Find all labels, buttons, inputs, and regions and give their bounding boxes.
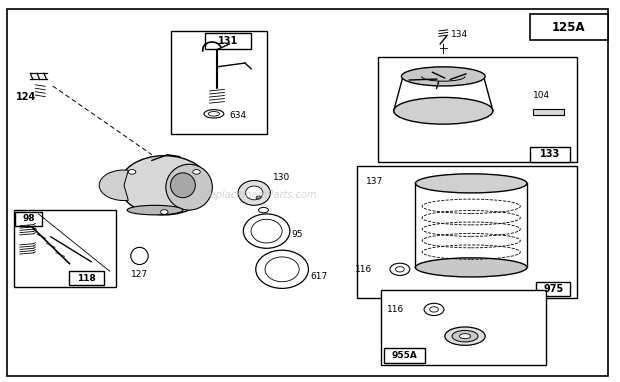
Ellipse shape	[170, 173, 195, 198]
Ellipse shape	[166, 164, 212, 210]
Text: 98: 98	[22, 214, 35, 223]
FancyBboxPatch shape	[533, 109, 564, 115]
FancyBboxPatch shape	[381, 290, 546, 365]
Ellipse shape	[127, 206, 183, 215]
Text: 118: 118	[77, 274, 96, 283]
Text: 137: 137	[366, 177, 383, 186]
Ellipse shape	[120, 156, 210, 215]
Ellipse shape	[131, 248, 148, 265]
Text: 131: 131	[218, 36, 238, 46]
Ellipse shape	[246, 186, 263, 200]
FancyBboxPatch shape	[378, 57, 577, 162]
FancyBboxPatch shape	[205, 33, 251, 49]
Text: 95: 95	[291, 230, 303, 240]
Wedge shape	[99, 170, 128, 201]
FancyBboxPatch shape	[350, 27, 592, 223]
Ellipse shape	[238, 181, 270, 206]
FancyBboxPatch shape	[84, 25, 350, 319]
Text: 634: 634	[229, 111, 247, 120]
Text: 104: 104	[533, 91, 551, 100]
Text: 617: 617	[310, 272, 327, 282]
Text: 125A: 125A	[552, 21, 586, 34]
Text: 116: 116	[387, 305, 404, 314]
Text: eReplacementParts.com: eReplacementParts.com	[198, 190, 317, 200]
Ellipse shape	[161, 210, 168, 214]
Text: 955A: 955A	[392, 351, 417, 360]
FancyBboxPatch shape	[530, 14, 608, 40]
Text: 127: 127	[131, 270, 148, 280]
Text: 130: 130	[273, 173, 290, 182]
Text: 124: 124	[16, 92, 36, 102]
Text: 975: 975	[543, 284, 564, 294]
FancyBboxPatch shape	[14, 210, 116, 286]
Ellipse shape	[415, 258, 527, 277]
FancyBboxPatch shape	[69, 271, 104, 285]
Text: 133: 133	[540, 149, 560, 159]
Text: 134: 134	[451, 30, 468, 39]
FancyBboxPatch shape	[170, 31, 267, 134]
Ellipse shape	[193, 170, 200, 174]
Ellipse shape	[452, 330, 478, 342]
FancyBboxPatch shape	[530, 147, 570, 162]
Ellipse shape	[256, 196, 261, 199]
FancyBboxPatch shape	[356, 166, 577, 298]
Ellipse shape	[128, 170, 136, 174]
Ellipse shape	[445, 327, 485, 345]
Text: 116: 116	[355, 265, 372, 274]
FancyBboxPatch shape	[384, 348, 425, 363]
Ellipse shape	[459, 334, 471, 339]
FancyBboxPatch shape	[7, 9, 608, 376]
Ellipse shape	[415, 174, 527, 193]
FancyBboxPatch shape	[16, 212, 42, 226]
Ellipse shape	[401, 67, 485, 86]
Ellipse shape	[394, 97, 493, 124]
FancyBboxPatch shape	[536, 282, 570, 296]
